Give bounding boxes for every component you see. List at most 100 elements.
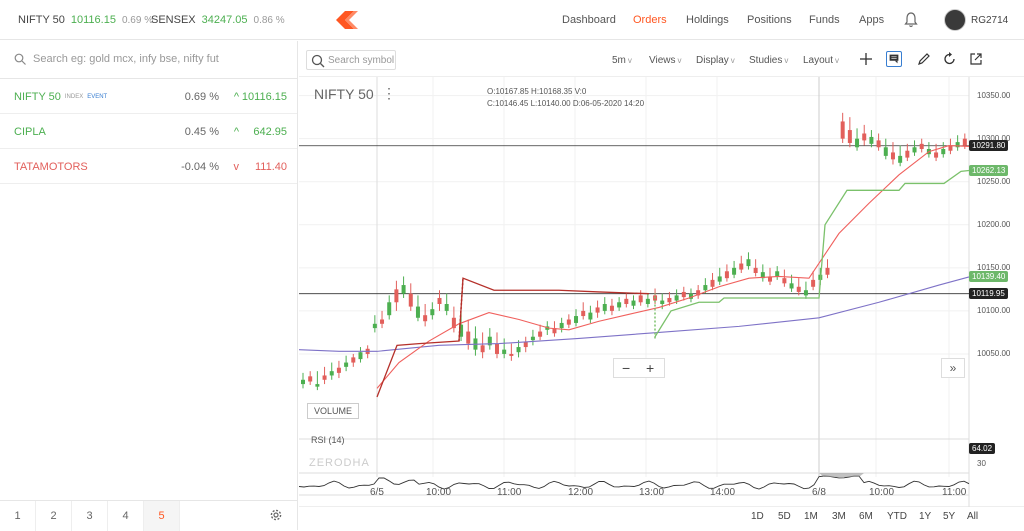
candle-body <box>919 143 924 149</box>
zerodha-watermark: ZERODHA <box>309 457 370 469</box>
index-change: 0.86 % <box>253 15 285 26</box>
candle-body <box>437 297 442 304</box>
bell-icon[interactable] <box>904 12 918 28</box>
chevron-down-icon: v <box>627 56 632 65</box>
scroll-forward-button[interactable]: » <box>941 358 965 378</box>
candle-body <box>372 323 377 329</box>
candle-body <box>775 271 780 277</box>
index-ticker-nifty[interactable]: NIFTY 50 10116.15 0.69 % <box>18 14 153 26</box>
chevron-down-icon: v <box>784 56 789 65</box>
watchlist-item[interactable]: TATAMOTORS -0.04 % v 111.40 <box>0 149 297 184</box>
watchlist-page-3[interactable]: 3 <box>72 501 108 531</box>
nav-orders[interactable]: Orders <box>633 14 667 26</box>
rsi-overbought-area <box>819 473 864 477</box>
pencil-icon[interactable] <box>916 51 932 67</box>
range-1m[interactable]: 1M <box>804 511 818 522</box>
candle-body <box>351 357 356 363</box>
watchlist-page-5[interactable]: 5 <box>144 501 180 531</box>
crosshair-icon[interactable] <box>858 51 874 67</box>
reset-icon[interactable] <box>942 51 958 67</box>
range-ytd[interactable]: YTD <box>887 511 907 522</box>
views-menu[interactable]: Views v <box>649 55 682 66</box>
candle-body <box>912 147 917 153</box>
watchlist-change: -0.04 % <box>181 161 219 173</box>
avatar[interactable] <box>944 9 966 31</box>
candle-body <box>494 343 499 354</box>
candle-body <box>717 276 722 282</box>
watchlist-page-2[interactable]: 2 <box>36 501 72 531</box>
nav-positions[interactable]: Positions <box>747 14 792 26</box>
nav-holdings[interactable]: Holdings <box>686 14 729 26</box>
display-menu[interactable]: Display v <box>696 55 735 66</box>
candle-body <box>855 138 860 148</box>
nav-funds[interactable]: Funds <box>809 14 840 26</box>
symbol-search-input[interactable]: Search symbol <box>328 55 395 66</box>
range-5y[interactable]: 5Y <box>943 511 956 522</box>
range-5d[interactable]: 5D <box>778 511 791 522</box>
comment-icon[interactable] <box>886 51 902 67</box>
candle-body <box>638 295 643 303</box>
y-tick-label: 10100.00 <box>977 305 1011 315</box>
candle-body <box>401 285 406 294</box>
candle-body <box>444 304 449 311</box>
candle-body <box>681 291 686 298</box>
supertrend-down-line <box>376 277 650 398</box>
y-tick-label: 10250.00 <box>977 176 1011 186</box>
candle-body <box>883 147 888 156</box>
volume-toggle[interactable]: VOLUME <box>307 403 360 419</box>
candle-body <box>336 367 341 373</box>
candle-body <box>602 304 607 311</box>
candle-body <box>724 271 729 279</box>
range-all[interactable]: All <box>967 511 979 522</box>
candle-body <box>876 140 881 148</box>
candle-body <box>516 347 521 353</box>
watchlist-page-1[interactable]: 1 <box>0 501 36 531</box>
candle-body <box>451 317 456 329</box>
ohlc-readout-line1: O:10167.85 H:10168.35 V:0 <box>487 87 587 96</box>
candle-body <box>796 286 801 292</box>
nav-apps[interactable]: Apps <box>859 14 885 26</box>
gear-icon[interactable] <box>270 509 282 521</box>
candle-body <box>760 272 765 279</box>
range-3m[interactable]: 3M <box>832 511 846 522</box>
watchlist-item[interactable]: CIPLA 0.45 % ^ 642.95 <box>0 114 297 149</box>
range-1y[interactable]: 1Y <box>919 511 932 522</box>
nav-dashboard[interactable]: Dashboard <box>562 14 616 26</box>
rsi-label[interactable]: RSI (14) <box>311 435 345 445</box>
watchlist-page-4[interactable]: 4 <box>108 501 144 531</box>
x-tick-label: 6/5 <box>370 487 384 498</box>
chart-toolbar: Search symbol 5m v Views v Display v Studie… <box>299 41 1024 77</box>
candle-body <box>890 152 895 160</box>
studies-menu[interactable]: Studies v <box>749 55 789 66</box>
ema-line <box>376 145 970 389</box>
watchlist-symbol: CIPLA <box>14 126 46 138</box>
candle-body <box>782 278 787 284</box>
watchlist-symbol: TATAMOTORS <box>14 161 88 173</box>
user-id[interactable]: RG2714 <box>971 15 1009 26</box>
index-value: 10116.15 <box>70 14 116 26</box>
watchlist-search-input[interactable]: Search eg: gold mcx, infy bse, nifty fut <box>33 53 219 65</box>
watchlist-search[interactable]: Search eg: gold mcx, infy bse, nifty fut <box>0 41 297 79</box>
x-tick-label: 10:00 <box>426 487 452 498</box>
zoom-out-button[interactable]: − <box>622 360 631 376</box>
chevron-down-icon: v <box>233 161 240 173</box>
range-6m[interactable]: 6M <box>859 511 873 522</box>
watchlist-symbol: NIFTY 50 INDEX EVENT <box>14 91 108 103</box>
index-name: SENSEX <box>151 14 196 26</box>
candle-body <box>862 133 867 141</box>
symbol-search[interactable]: Search symbol <box>306 50 396 70</box>
kebab-menu-icon[interactable]: ⋮ <box>382 85 396 101</box>
kite-logo-icon[interactable] <box>336 11 358 29</box>
layout-menu[interactable]: Layout v <box>803 55 840 66</box>
candle-body <box>753 267 758 273</box>
candle-body <box>344 362 349 367</box>
index-ticker-sensex[interactable]: SENSEX 34247.05 0.86 % <box>151 14 285 26</box>
price-chart[interactable] <box>299 77 1024 507</box>
zoom-in-button[interactable]: + <box>646 360 655 376</box>
watchlist-item[interactable]: NIFTY 50 INDEX EVENT 0.69 % ^ 10116.15 <box>0 79 297 114</box>
popout-icon[interactable] <box>968 51 984 67</box>
candle-body <box>905 150 910 158</box>
interval-select[interactable]: 5m v <box>612 55 632 66</box>
candle-body <box>588 312 593 320</box>
range-1d[interactable]: 1D <box>751 511 764 522</box>
